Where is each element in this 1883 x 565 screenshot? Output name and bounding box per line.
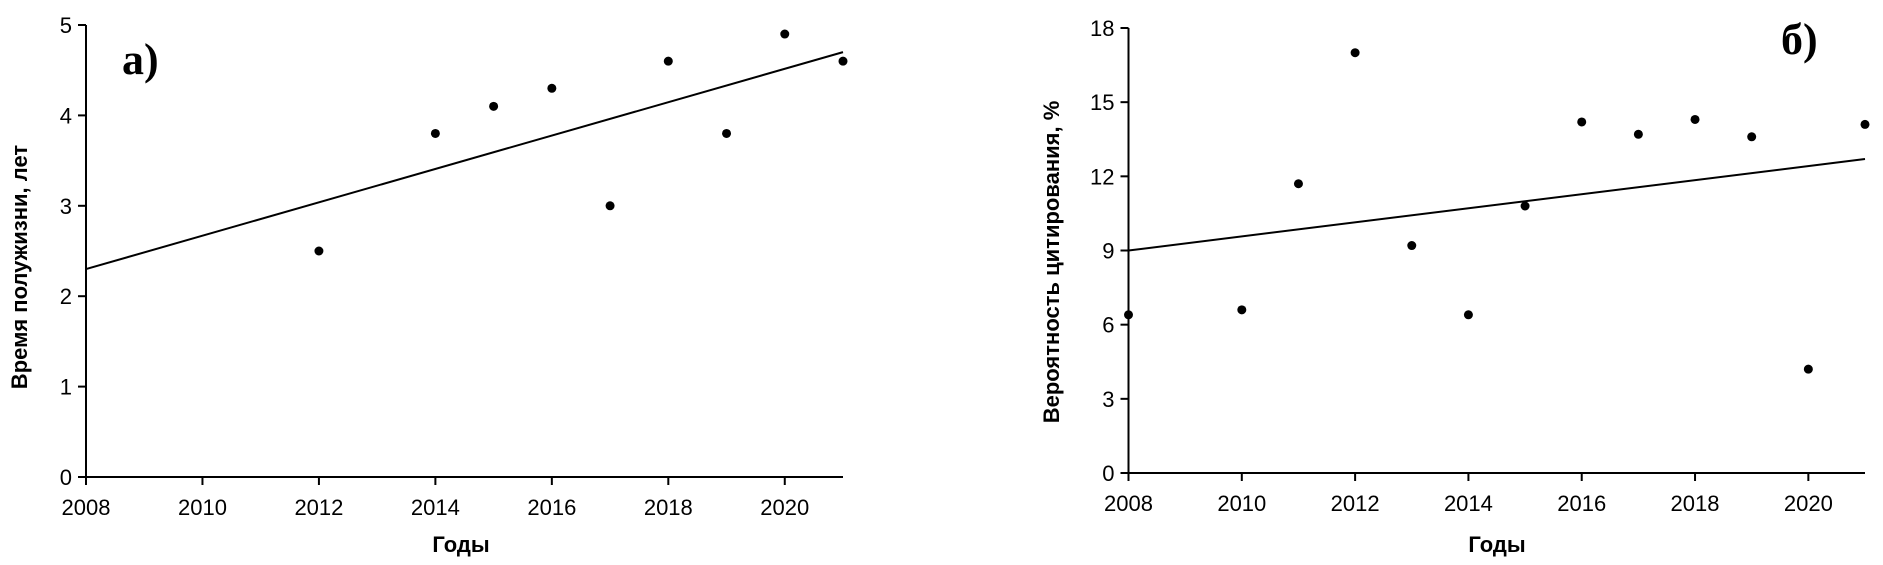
data-point (1633, 129, 1643, 139)
data-point (547, 83, 557, 93)
data-point (1407, 241, 1417, 251)
y-tick-label: 18 (1090, 16, 1114, 41)
chart-b-x-axis-title: Годы (1468, 532, 1526, 557)
y-tick-label: 6 (1102, 313, 1114, 338)
data-point (605, 201, 615, 211)
data-point (663, 56, 673, 66)
x-tick-label: 2012 (1331, 491, 1380, 516)
y-tick-label: 3 (60, 194, 72, 219)
y-tick-label: 12 (1090, 164, 1114, 189)
x-tick-label: 2008 (62, 495, 111, 520)
data-point (1463, 310, 1473, 320)
data-point (1520, 201, 1530, 211)
data-point (1237, 305, 1247, 315)
y-tick-label: 0 (60, 465, 72, 490)
x-tick-label: 2014 (411, 495, 460, 520)
panel-b-label: б) (1781, 15, 1818, 64)
x-tick-label: 2010 (178, 495, 227, 520)
x-tick-label: 2010 (1217, 491, 1266, 516)
data-point (430, 128, 440, 138)
x-tick-label: 2014 (1444, 491, 1493, 516)
data-point (314, 246, 324, 256)
data-point (838, 56, 848, 66)
x-tick-label: 2008 (1104, 491, 1153, 516)
data-point (1350, 48, 1360, 58)
y-tick-label: 2 (60, 284, 72, 309)
y-tick-label: 3 (1102, 387, 1114, 412)
y-tick-label: 4 (60, 103, 72, 128)
x-tick-label: 2020 (1784, 491, 1833, 516)
x-tick-label: 2016 (1557, 491, 1606, 516)
y-tick-label: 9 (1102, 239, 1114, 264)
y-tick-label: 1 (60, 375, 72, 400)
data-point (1124, 310, 1133, 320)
chart-b-y-axis-title: Вероятность цитирования, % (1039, 100, 1064, 424)
data-point (1803, 364, 1813, 374)
data-point (780, 29, 790, 39)
data-point (722, 128, 732, 138)
y-tick-label: 5 (60, 13, 72, 38)
trend-line (85, 51, 844, 271)
x-tick-label: 2012 (294, 495, 343, 520)
data-point (489, 101, 499, 111)
trend-line (1128, 158, 1866, 252)
y-tick-label: 0 (1102, 461, 1114, 486)
data-point (1577, 117, 1587, 127)
y-tick-label: 15 (1090, 90, 1114, 115)
x-tick-label: 2018 (1671, 491, 1720, 516)
data-point (1747, 132, 1757, 142)
data-point (1293, 179, 1303, 189)
x-tick-label: 2016 (527, 495, 576, 520)
chart-a-x-axis-title: Годы (432, 532, 490, 557)
panel-a-label: а) (122, 35, 159, 84)
x-tick-label: 2020 (760, 495, 809, 520)
data-point (1860, 119, 1870, 129)
data-point (1690, 114, 1700, 124)
chart-a-y-axis-title: Время полужизни, лет (7, 144, 32, 390)
x-tick-label: 2018 (644, 495, 693, 520)
